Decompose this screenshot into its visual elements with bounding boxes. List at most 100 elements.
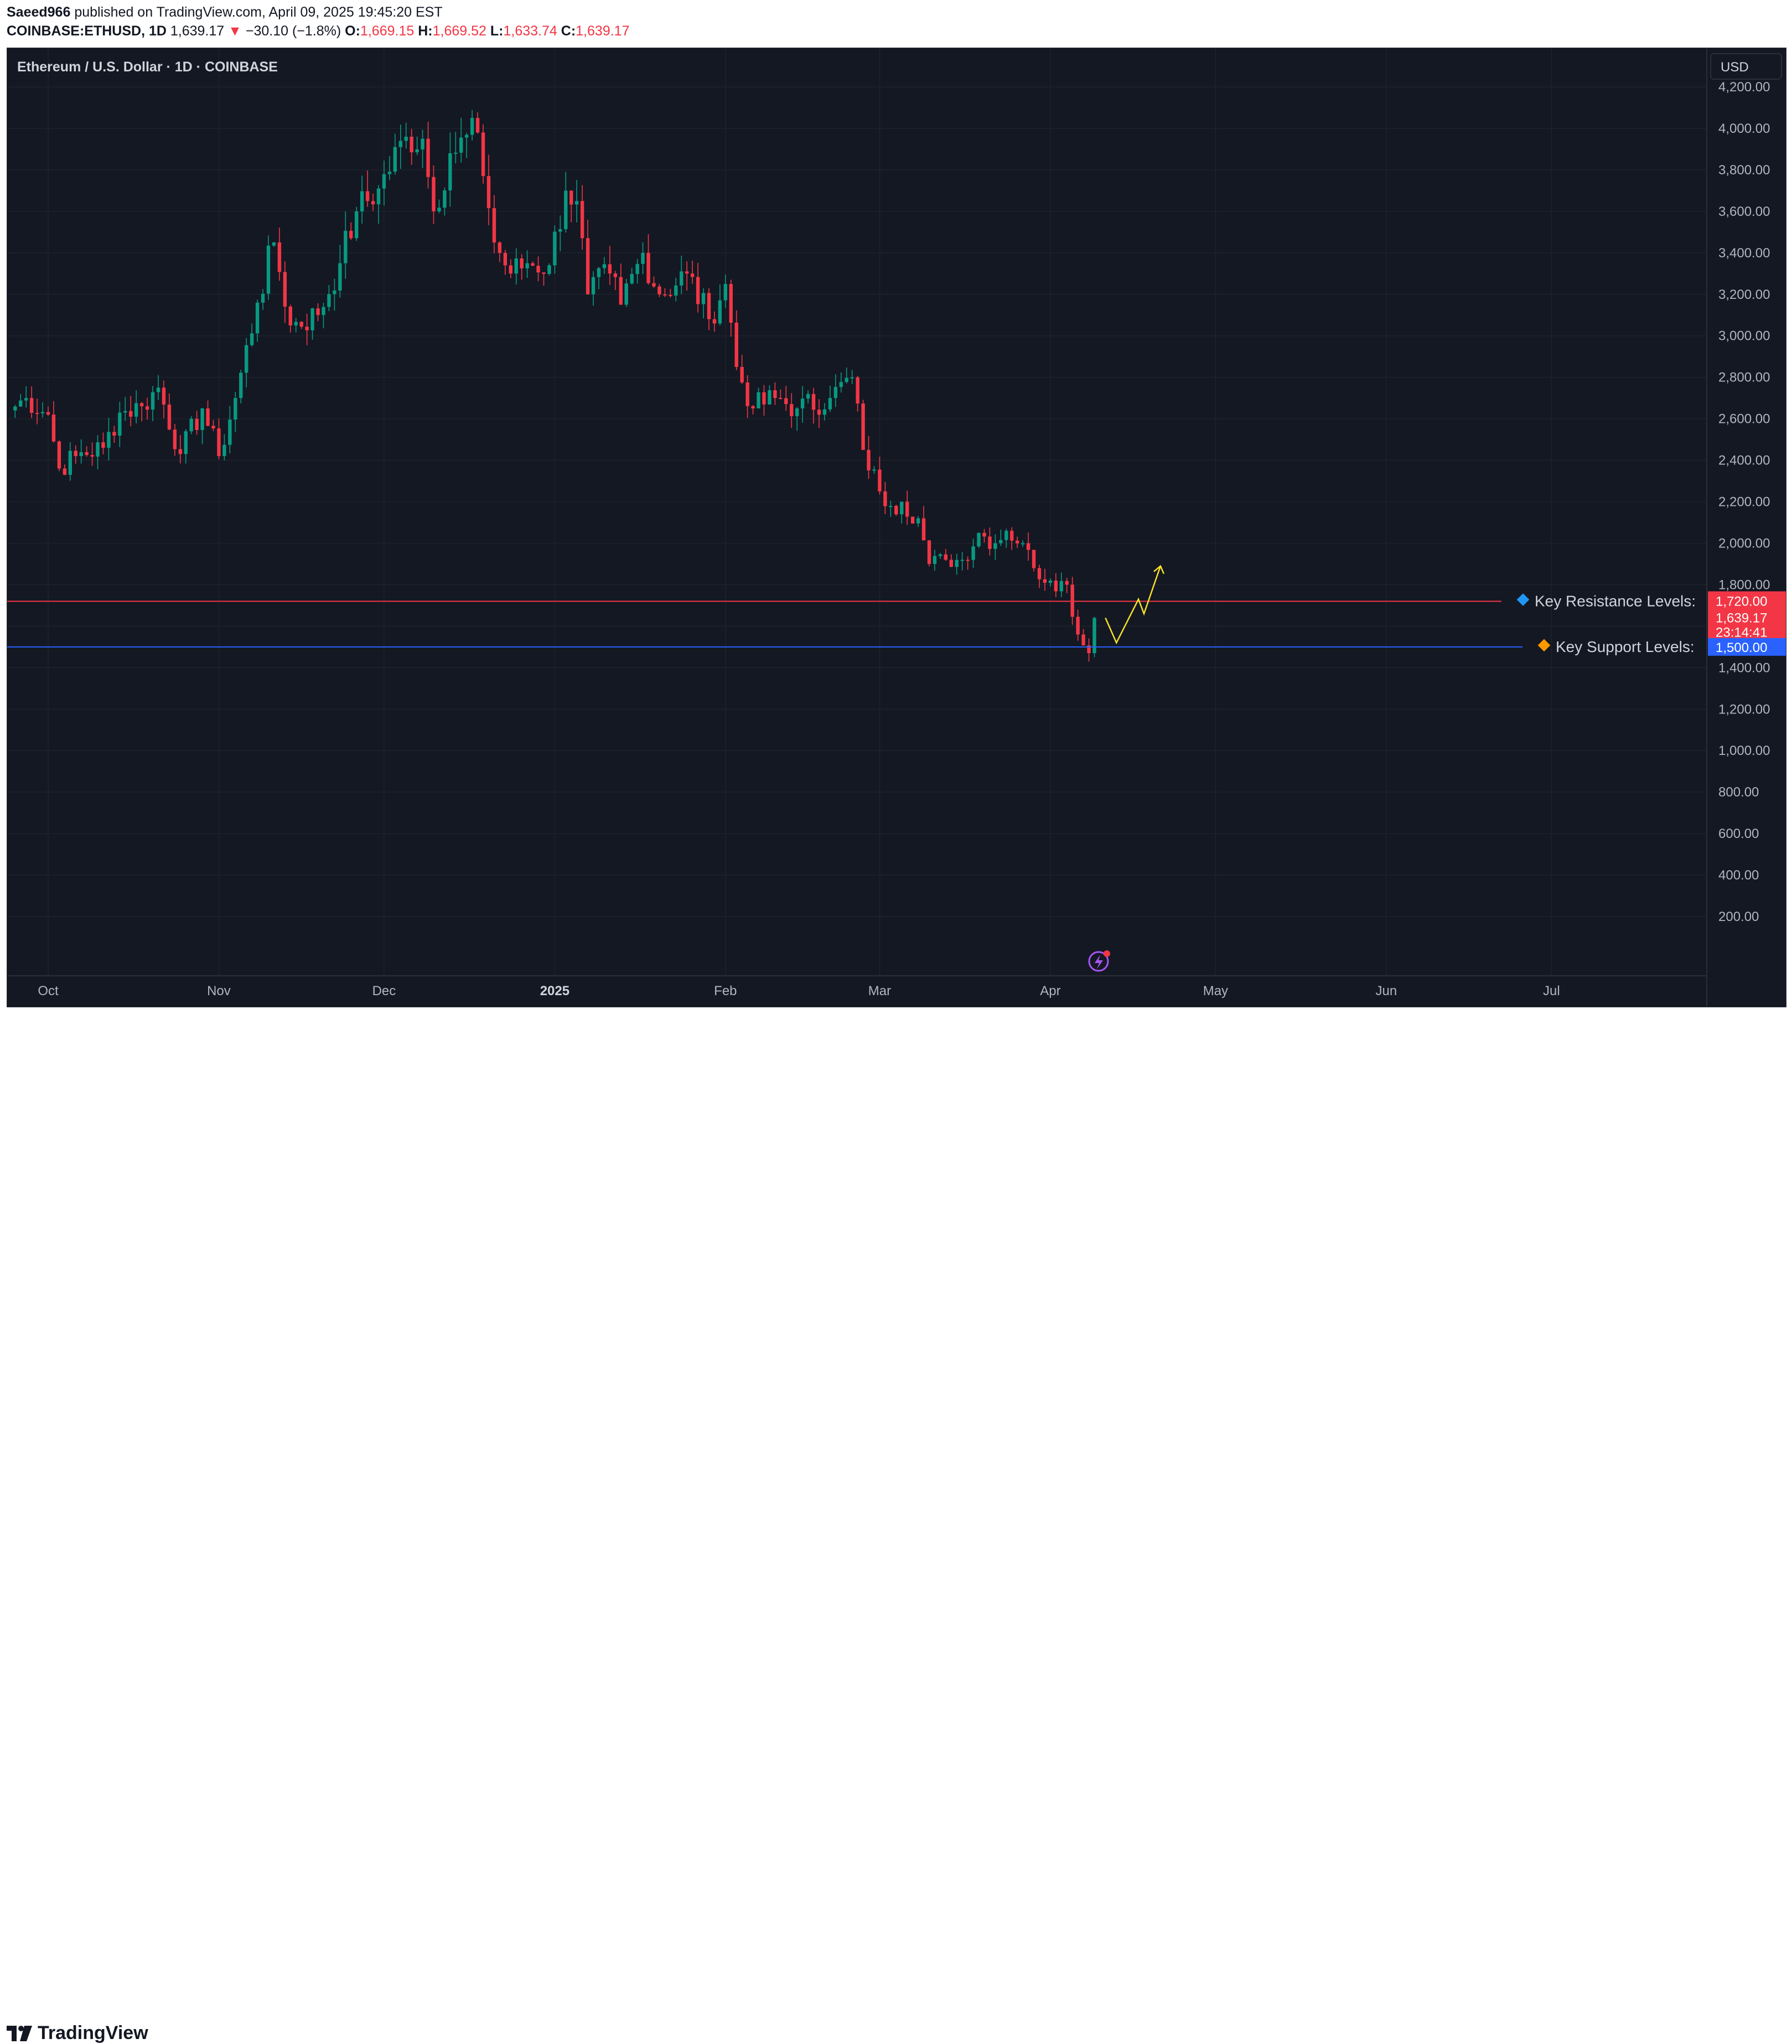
candle [344,211,348,279]
candle-body [608,264,612,274]
candle-body [503,253,507,266]
candle [101,432,105,454]
candle-body [773,390,777,399]
close-label: C: [561,23,576,39]
candle-body [520,258,524,268]
candle-body [795,408,799,416]
currency-button-frame[interactable] [1710,53,1782,80]
candle [272,242,276,247]
candle-body [861,403,865,450]
lightning-bolt [1095,955,1103,969]
candle-body [790,404,794,416]
candle [602,257,607,274]
candle-body [845,377,848,382]
candle-body [806,394,810,399]
candle [228,406,232,454]
candle-body [602,264,607,268]
candle-body [641,252,645,264]
candle [234,391,237,432]
candle [184,429,188,464]
candle [531,261,535,266]
author-name[interactable]: Saeed966 [7,4,71,20]
candle [520,254,524,280]
candle [459,117,463,163]
candle-body [305,327,309,330]
candle [635,258,639,284]
candle-body [916,518,920,524]
candle-body [437,208,441,211]
candle-body [1016,540,1019,544]
candle-body [63,468,67,475]
price-tick-label: 4,200.00 [1718,80,1770,95]
bar-countdown-label: 23:14:41 [1716,625,1767,640]
candle [415,136,419,156]
candle-body [245,345,248,373]
price-chart[interactable]: Key Resistance Levels: Key Support Levels… [7,48,1786,1007]
candle [1092,617,1096,658]
candle-body [443,190,447,208]
currency-button[interactable]: USD [1710,53,1782,80]
candle [250,323,254,347]
candle [1065,578,1069,593]
candle-body [768,390,771,405]
resistance-price-tag [1708,591,1786,612]
candle-body [107,432,111,448]
candle [156,375,160,400]
candle-body [371,201,375,205]
candle-body [707,293,711,319]
candle [338,245,342,298]
candle-body [156,387,160,392]
candle-body [597,268,601,277]
chart-area[interactable]: Key Resistance Levels: Key Support Levels… [7,48,1786,1007]
candle-body [173,430,177,449]
projection-line [1105,566,1162,645]
price-tick-label: 1,200.00 [1718,702,1770,717]
candle-body [393,147,397,172]
candle-body [525,263,529,268]
last-price: 1,639.17 [170,23,225,39]
candle [630,267,634,285]
candle [696,262,700,313]
candle [784,386,788,411]
candle-body [299,322,303,327]
close-value: 1,639.17 [576,23,630,39]
support-price-label: 1,500.00 [1716,640,1767,655]
candle [327,284,331,312]
candle-body [13,406,17,411]
candle [822,403,827,421]
candle [1026,532,1030,561]
price-tick-label: 3,000.00 [1718,329,1770,344]
price-tick-label: 600.00 [1718,826,1759,841]
candle-body [1043,579,1047,583]
candle [580,185,584,250]
price-axis[interactable]: 200.00 400.00 600.00 800.00 1,000.00 1,200.00… [1708,80,1786,924]
candle [1087,638,1091,662]
candle-body [927,540,931,564]
price-tick-label: 3,600.00 [1718,204,1770,219]
candle [856,375,859,412]
candle-body [878,469,882,491]
candle [619,263,623,305]
candle-body [316,308,320,315]
candle-body [51,415,56,442]
candle-body [822,409,827,415]
candle-body [415,149,419,153]
time-axis[interactable]: Oct Nov Dec 2025 Feb Mar Apr May Jun Jul [38,984,1560,998]
candle [365,170,370,207]
news-dot [1104,950,1110,957]
key-levels: Key Resistance Levels: Key Support Levels… [7,592,1696,655]
candle [51,401,56,443]
candle-body [949,560,953,567]
lightning-news-icon[interactable] [1088,950,1110,972]
currency-label[interactable]: USD [1721,60,1749,75]
candle-body [228,420,232,445]
candle-body [960,560,964,561]
price-tick-label: 2,600.00 [1718,412,1770,427]
candle-body [701,293,706,304]
candle [239,370,243,403]
candle [288,304,292,333]
candle [112,426,116,443]
candle-body [19,400,23,407]
candle-body [1021,543,1025,545]
tradingview-logo[interactable]: TradingView [7,2022,148,2044]
